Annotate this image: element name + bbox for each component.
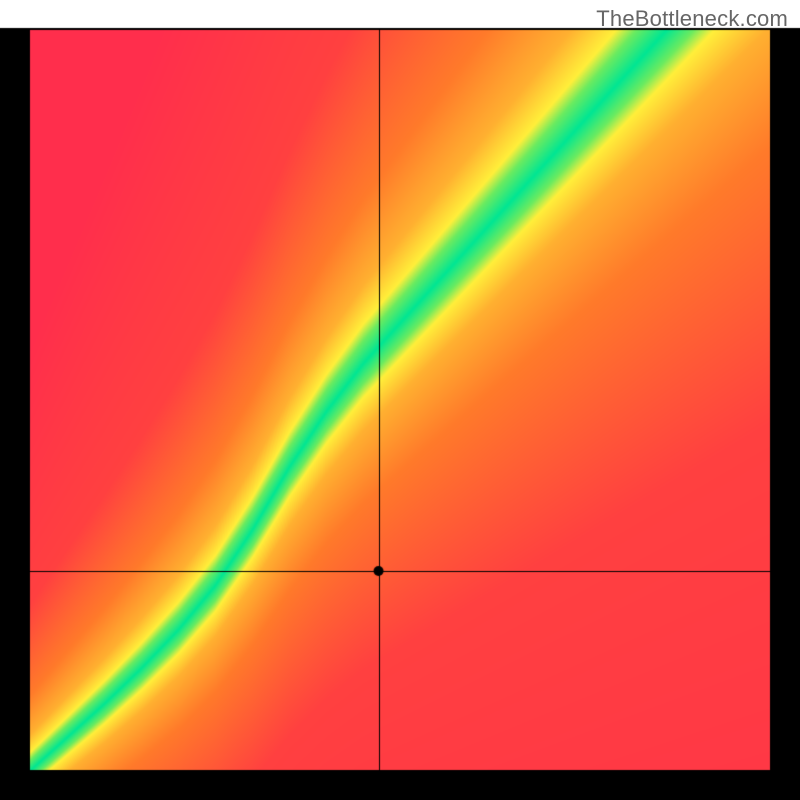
chart-container: TheBottleneck.com [0,0,800,800]
watermark-text: TheBottleneck.com [596,6,788,32]
bottleneck-heatmap [0,0,800,800]
